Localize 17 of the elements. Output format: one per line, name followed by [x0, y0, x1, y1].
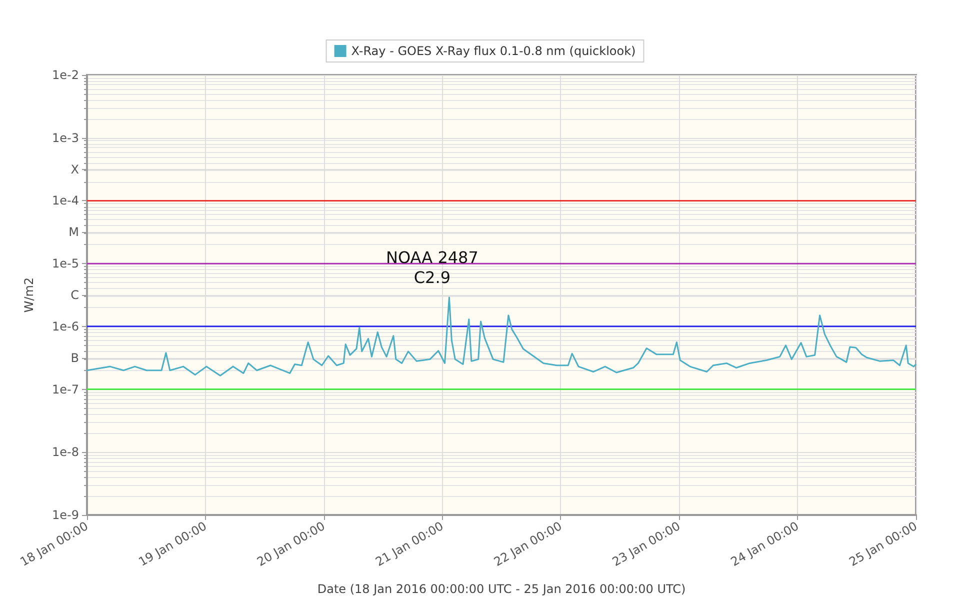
- y-tick-label: 1e-4: [52, 194, 79, 208]
- y-tick-label: 1e-8: [52, 445, 79, 460]
- y-tick-label: 1e-5: [52, 256, 79, 271]
- y-tick-label: X: [70, 162, 79, 176]
- annotation: NOAA 2487 C2.9: [386, 248, 478, 287]
- y-tick-label: 1e-6: [52, 319, 79, 334]
- x-axis-title: Date (18 Jan 2016 00:00:00 UTC - 25 Jan 2016 00:00:00 UTC): [317, 582, 686, 596]
- y-tick-label: 1e-9: [52, 508, 79, 522]
- line-series: [86, 296, 917, 376]
- legend-label: X-Ray - GOES X-Ray flux 0.1-0.8 nm (quicklook): [351, 44, 636, 58]
- y-tick-label: C: [70, 288, 79, 302]
- y-tick-label: 1e-2: [52, 68, 79, 82]
- y-tick-label: B: [70, 350, 79, 365]
- y-tick-label: M: [68, 225, 79, 240]
- y-tick-label: 1e-7: [52, 382, 79, 396]
- y-axis-title: W/m2: [22, 277, 36, 313]
- y-tick-label: 1e-3: [52, 130, 79, 145]
